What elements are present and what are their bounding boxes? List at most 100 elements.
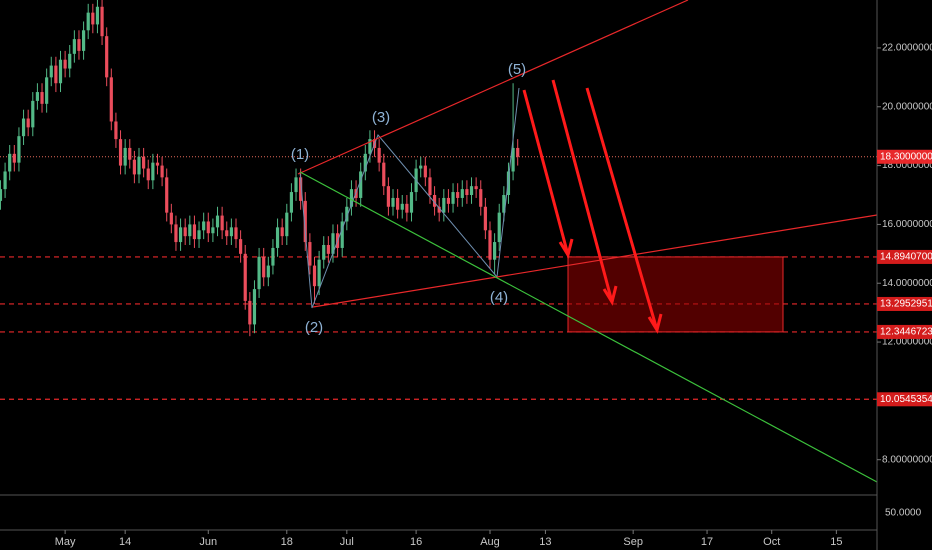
candle-body [151, 162, 155, 181]
wave-label: (4) [490, 289, 508, 306]
candle-body [382, 162, 386, 187]
x-tick-label: Oct [763, 536, 780, 548]
x-tick-label: 17 [701, 536, 713, 548]
candle-body [77, 39, 81, 51]
candle-body [123, 147, 127, 166]
candle-body [493, 242, 497, 260]
candle-body [91, 12, 95, 25]
y-tick-label: 12.00000000 [882, 337, 932, 348]
candle-body [72, 39, 76, 54]
candle-body [460, 189, 464, 198]
candle-body [118, 139, 123, 166]
candle-body [400, 203, 404, 210]
x-tick-label: 14 [119, 536, 131, 548]
arrows [522, 79, 663, 334]
candle-body [58, 59, 63, 84]
candle-body [0, 189, 3, 201]
wave-label: (2) [305, 319, 323, 336]
candle-body [206, 221, 210, 234]
candle-body [105, 36, 109, 78]
candle-body [377, 147, 381, 163]
candle-body [271, 247, 275, 266]
level-label: 18.30000001 [880, 151, 932, 162]
candle-body [386, 186, 390, 207]
arrow [522, 89, 574, 259]
candle-body [285, 212, 289, 237]
level-label-box [877, 392, 932, 407]
drawings: (1) (2) (3) (4) (5) [291, 0, 878, 483]
x-tick-label: Sep [623, 536, 643, 548]
candle-body [95, 6, 100, 25]
candle-body [299, 177, 303, 201]
candle-body [169, 212, 173, 225]
candle-body [81, 30, 86, 51]
candle-body [174, 224, 178, 243]
candle-body [100, 6, 104, 37]
x-tick-label: 15 [830, 536, 842, 548]
wave-path [299, 87, 520, 309]
candle-body [215, 215, 220, 228]
candle-body [40, 92, 44, 104]
level-label: 12.34467232 [880, 327, 932, 338]
candle-body [405, 203, 409, 213]
candle-body [280, 227, 284, 237]
candle-body [234, 227, 238, 240]
candle-body [257, 256, 261, 290]
candle-body [488, 230, 492, 260]
candle-body [248, 300, 252, 325]
wave-label: (1) [291, 146, 309, 163]
candle-body [239, 239, 243, 254]
candle-body [391, 197, 395, 207]
arrow [585, 87, 663, 334]
candle-body [192, 224, 197, 240]
candle-body [132, 159, 136, 175]
candle-body [317, 259, 321, 287]
volume-tick-label: 50.0000 [885, 508, 922, 519]
candle-body [479, 189, 483, 207]
candle-body [322, 245, 326, 260]
candle-body [225, 230, 229, 237]
y-tick-label: 22.00000000 [882, 43, 932, 54]
candle-body [326, 245, 330, 254]
candle-body [188, 224, 192, 237]
candle-body [68, 53, 72, 69]
candle-body [465, 189, 469, 195]
candle-body [511, 147, 515, 172]
candle-body [506, 171, 511, 195]
level-label: 14.89407000 [880, 252, 932, 263]
candle-body [142, 156, 146, 169]
x-tick-label: 13 [539, 536, 551, 548]
candle-body [35, 92, 40, 101]
y-tick-label: 18.00000000 [882, 160, 932, 171]
candle-body [345, 206, 349, 222]
candle-body [165, 177, 169, 213]
candle-body [275, 227, 280, 248]
candle-body [456, 192, 460, 198]
candle-body [155, 162, 160, 166]
candle-body [289, 192, 294, 213]
x-tick-label: Aug [480, 536, 500, 548]
arrow [551, 79, 618, 306]
candle-body [229, 227, 233, 237]
candle-body [303, 200, 307, 243]
candles [0, 0, 520, 337]
candle-body [197, 230, 201, 240]
candle-body [266, 265, 270, 278]
candle-body [160, 165, 164, 178]
candle-body [8, 153, 12, 172]
candle-body [178, 227, 183, 243]
level-label-box [877, 149, 932, 164]
candle-body [442, 197, 446, 213]
level-label-box [877, 296, 932, 311]
candle-body [17, 136, 21, 163]
candle-body [63, 59, 67, 69]
candle-body [312, 265, 317, 287]
axes: 22.00000000 20.00000000 18.00000000 16.0000… [55, 43, 932, 548]
candle-body [483, 206, 487, 231]
candle-body [294, 177, 298, 193]
candle-body [26, 118, 30, 128]
candle-body [183, 227, 187, 237]
candle-body [109, 77, 113, 122]
